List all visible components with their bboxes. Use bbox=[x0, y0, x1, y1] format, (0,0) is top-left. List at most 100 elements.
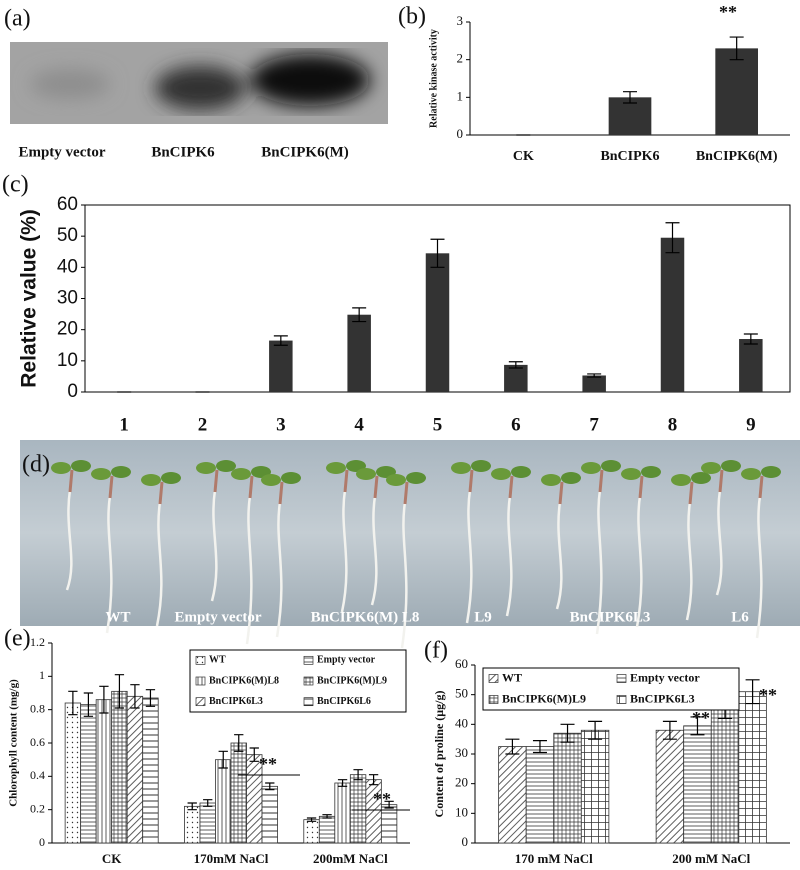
root bbox=[65, 489, 73, 591]
x-tick-label: CK bbox=[513, 149, 534, 164]
cotyledon bbox=[356, 468, 376, 480]
root bbox=[505, 495, 513, 617]
legend-swatch bbox=[488, 674, 499, 683]
error-bar bbox=[249, 747, 259, 762]
error-bar bbox=[203, 799, 213, 807]
y-axis-label: Relative kinase activity bbox=[428, 29, 439, 128]
x-tick-label: 200mM NaCl bbox=[313, 851, 388, 866]
x-tick-label: 1 bbox=[119, 414, 129, 435]
cotyledon bbox=[581, 462, 601, 474]
legend-swatch bbox=[303, 655, 314, 665]
bar bbox=[580, 729, 610, 844]
blot-bands bbox=[30, 54, 370, 110]
root bbox=[105, 495, 113, 634]
error-bar bbox=[690, 716, 705, 736]
root bbox=[340, 489, 348, 613]
legend-label: BnCIPK6L6 bbox=[317, 696, 371, 707]
photo-label: L6 bbox=[731, 609, 749, 625]
x-tick-label: 170mM NaCl bbox=[194, 851, 269, 866]
seedlings bbox=[51, 460, 781, 649]
chart: (f) Content of proline (μg/g) 0 10 20 30 40 50 6… bbox=[424, 638, 790, 866]
cotyledon bbox=[216, 460, 236, 472]
root bbox=[400, 501, 408, 649]
cotyledon bbox=[541, 474, 561, 486]
y-tick-label: 0.6 bbox=[30, 735, 45, 749]
cotyledon bbox=[196, 462, 216, 474]
hypocotyl bbox=[108, 475, 114, 499]
bar bbox=[525, 746, 555, 844]
legend-label: BnCIPK6(M)L8 bbox=[209, 675, 279, 686]
legend-label: BnCIPK6(M)L9 bbox=[502, 691, 586, 705]
y-tick-label: 50 bbox=[57, 225, 78, 246]
cotyledon bbox=[451, 462, 471, 474]
error-bar bbox=[322, 814, 332, 819]
root bbox=[715, 489, 723, 596]
root bbox=[555, 501, 563, 610]
x-tick-label: 4 bbox=[354, 414, 364, 435]
lane-label: BnCIPK6 bbox=[151, 144, 215, 160]
y-tick-label: 0.4 bbox=[30, 768, 45, 782]
annotation: ** bbox=[373, 789, 391, 809]
panel-label: (a) bbox=[4, 6, 31, 32]
y-tick-label: 50 bbox=[455, 686, 468, 701]
hypocotyl bbox=[278, 481, 284, 505]
chart: (e) Chlorophyll content (mg/g) 0 0.2 0.4 0.6 0… bbox=[4, 626, 410, 866]
cotyledon bbox=[721, 460, 741, 472]
cotyledon bbox=[511, 466, 531, 478]
root bbox=[685, 501, 693, 621]
bar bbox=[126, 695, 144, 844]
error-bar bbox=[353, 769, 363, 781]
x-tick-label: 5 bbox=[433, 414, 443, 435]
y-axis-label: Chlorophyll content (mg/g) bbox=[8, 679, 20, 807]
error-bar bbox=[273, 335, 288, 346]
legend-label: Empty vector bbox=[630, 670, 700, 684]
bar bbox=[683, 725, 712, 844]
x-tick-label: CK bbox=[102, 851, 122, 866]
hypocotyl bbox=[718, 469, 724, 493]
legend-label: WT bbox=[209, 655, 226, 666]
photo-label: WT bbox=[105, 609, 130, 625]
error-bar bbox=[665, 222, 680, 254]
seedling-photo bbox=[20, 440, 800, 626]
cotyledon bbox=[621, 468, 641, 480]
x-tick-label: 7 bbox=[589, 414, 599, 435]
hypocotyl bbox=[508, 475, 514, 499]
error-bar bbox=[99, 685, 109, 714]
root bbox=[370, 495, 378, 606]
error-bar bbox=[265, 782, 275, 791]
cotyledon bbox=[691, 472, 711, 484]
cotyledon bbox=[601, 460, 621, 472]
chart: (c) Relative value (%) 0 10 20 30 40 50 60 1 2 3 4 5 6… bbox=[2, 172, 791, 435]
bar bbox=[111, 690, 128, 844]
y-tick-label: 0.2 bbox=[30, 801, 45, 815]
photo-label: BnCIPK6L3 bbox=[570, 609, 651, 625]
hypocotyl bbox=[343, 469, 349, 493]
annotation: ** bbox=[692, 708, 710, 728]
y-tick-label: 3 bbox=[457, 13, 464, 28]
y-tick-label: 20 bbox=[455, 775, 468, 790]
x-tick-label: 6 bbox=[511, 414, 521, 435]
cotyledon bbox=[761, 466, 781, 478]
legend-swatch bbox=[488, 695, 499, 704]
error-bar bbox=[187, 802, 197, 811]
root bbox=[210, 489, 218, 602]
cotyledon bbox=[561, 472, 581, 484]
y-tick-label: 0 bbox=[462, 834, 469, 849]
y-tick-label: 1 bbox=[457, 88, 464, 103]
y-tick-label: 10 bbox=[455, 804, 468, 819]
error-bar bbox=[68, 690, 78, 716]
error-bar bbox=[532, 740, 547, 754]
cotyledon bbox=[326, 462, 346, 474]
y-tick-label: 0.8 bbox=[30, 701, 45, 715]
hypocotyl bbox=[158, 481, 164, 505]
bar bbox=[303, 819, 320, 844]
y-tick-label: 40 bbox=[455, 715, 468, 730]
bar bbox=[582, 375, 606, 392]
hypocotyl bbox=[248, 475, 254, 499]
chart: (b)Relative kinase activity 0 1 2 3 CK BnCIPK6… bbox=[398, 2, 790, 164]
bar bbox=[230, 742, 247, 844]
error-bar bbox=[588, 720, 603, 740]
error-bar bbox=[218, 750, 228, 769]
error-bar bbox=[368, 774, 379, 786]
